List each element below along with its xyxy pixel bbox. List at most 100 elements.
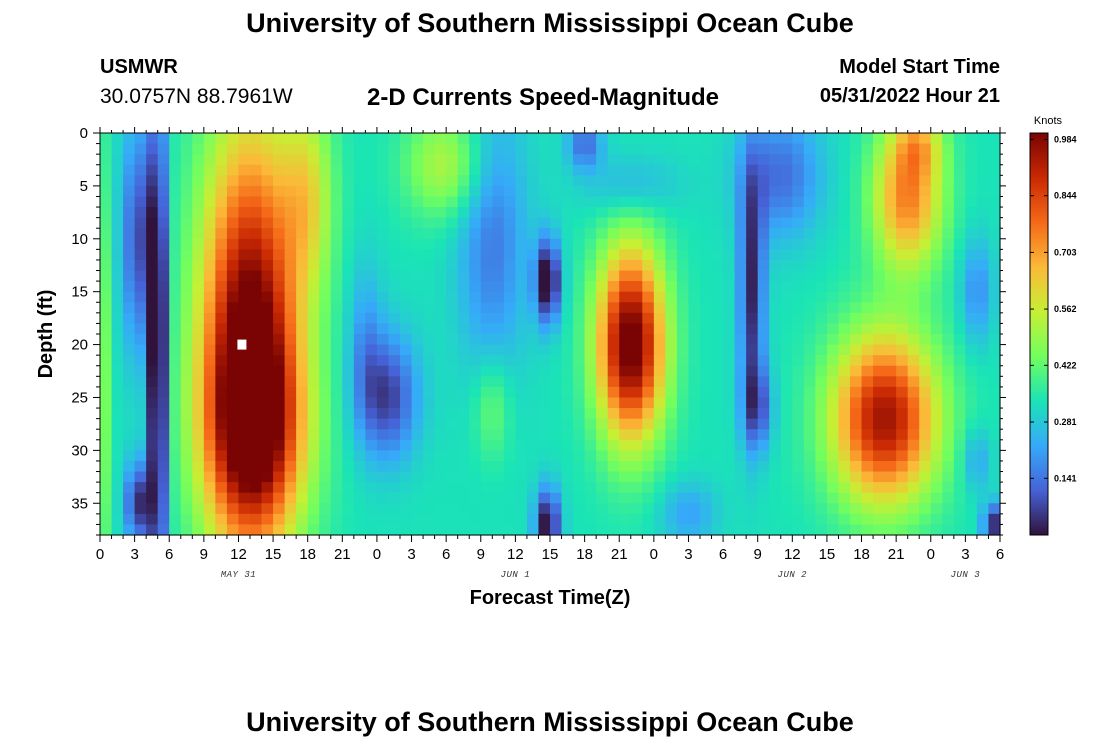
heatmap-cell: [988, 450, 1001, 462]
heatmap-cell: [342, 259, 355, 272]
heatmap-cell: [561, 207, 574, 219]
heatmap-cell: [757, 249, 770, 261]
heatmap-cell: [400, 175, 413, 187]
heatmap-cell: [896, 291, 909, 303]
heatmap-cell: [688, 524, 701, 536]
heatmap-cell: [250, 524, 263, 536]
heatmap-cell: [134, 386, 147, 399]
heatmap-cell: [515, 450, 528, 462]
heatmap-cell: [803, 334, 816, 346]
heatmap-cell: [803, 154, 816, 166]
heatmap-cell: [157, 482, 170, 494]
heatmap-cell: [734, 207, 747, 219]
heatmap-cell: [169, 175, 182, 187]
heatmap-cell: [826, 259, 840, 272]
heatmap-cell: [850, 323, 863, 335]
heatmap-cell: [757, 408, 770, 420]
heatmap-cell: [238, 281, 251, 293]
heatmap-cell: [665, 259, 678, 272]
heatmap-cell: [953, 524, 966, 536]
heatmap-cell: [400, 228, 413, 240]
heatmap-cell: [296, 344, 309, 356]
heatmap-cell: [653, 429, 666, 441]
heatmap-cell: [296, 492, 309, 504]
heatmap-cell: [561, 460, 574, 473]
heatmap-cell: [653, 386, 666, 399]
heatmap-cell: [503, 355, 516, 367]
heatmap-cell: [734, 386, 747, 399]
heatmap-cell: [169, 450, 182, 462]
heatmap-cell: [111, 344, 124, 356]
heatmap-cell: [757, 376, 770, 388]
heatmap-cell: [273, 270, 286, 282]
heatmap-cell: [446, 471, 459, 483]
heatmap-cell: [642, 471, 655, 483]
heatmap-cell: [584, 482, 597, 494]
heatmap-cell: [284, 460, 297, 473]
heatmap-cell: [734, 439, 747, 451]
heatmap-cell: [584, 524, 597, 536]
heatmap-cell: [423, 376, 436, 388]
heatmap-cell: [988, 270, 1001, 282]
heatmap-cell: [215, 355, 228, 367]
heatmap-cell: [238, 492, 251, 504]
heatmap-cell: [423, 418, 436, 430]
heatmap-cell: [538, 460, 551, 473]
heatmap-cell: [642, 291, 655, 303]
heatmap-cell: [792, 228, 805, 240]
heatmap-cell: [896, 207, 909, 219]
heatmap-cell: [630, 143, 643, 155]
heatmap-cell: [423, 175, 436, 187]
heatmap-cell: [192, 355, 205, 367]
heatmap-cell: [215, 397, 228, 409]
heatmap-cell: [123, 185, 136, 198]
heatmap-cell: [307, 207, 320, 219]
heatmap-cell: [838, 365, 851, 377]
heatmap-cell: [226, 259, 240, 272]
heatmap-cell: [203, 281, 216, 293]
heatmap-cell: [942, 238, 955, 250]
heatmap-cell: [734, 175, 747, 187]
heatmap-cell: [550, 524, 563, 536]
heatmap-cell: [284, 492, 297, 504]
heatmap-cell: [988, 291, 1001, 303]
heatmap-cell: [515, 323, 528, 335]
heatmap-cell: [550, 312, 563, 325]
heatmap-cell: [296, 238, 309, 250]
heatmap-cell: [157, 228, 170, 240]
heatmap-cell: [319, 196, 332, 208]
heatmap-cell: [400, 291, 413, 303]
heatmap-cell: [526, 164, 540, 176]
heatmap-cell: [688, 143, 701, 155]
heatmap-cell: [757, 365, 770, 377]
heatmap-cell: [976, 196, 990, 208]
heatmap-cell: [273, 355, 286, 367]
heatmap-cell: [688, 386, 701, 399]
heatmap-cell: [111, 450, 124, 462]
heatmap-cell: [457, 270, 470, 282]
heatmap-cell: [319, 397, 332, 409]
heatmap-cell: [850, 154, 863, 166]
heatmap-cell: [965, 513, 978, 526]
heatmap-cell: [734, 270, 747, 282]
heatmap-cell: [492, 376, 505, 388]
heatmap-cell: [769, 302, 782, 314]
heatmap-cell: [538, 386, 551, 399]
heatmap-cell: [930, 397, 943, 409]
heatmap-cell: [353, 228, 366, 240]
heatmap-cell: [284, 513, 297, 526]
heatmap-cell: [526, 503, 540, 515]
heatmap-cell: [584, 270, 597, 282]
heatmap-cell: [376, 439, 390, 451]
heatmap-cell: [157, 439, 170, 451]
heatmap-cell: [123, 482, 136, 494]
heatmap-cell: [238, 217, 251, 229]
heatmap-cell: [780, 154, 793, 166]
heatmap-cell: [250, 143, 263, 155]
heatmap-cell: [653, 281, 666, 293]
heatmap-cell: [676, 334, 690, 346]
heatmap-cell: [665, 397, 678, 409]
heatmap-cell: [273, 503, 286, 515]
heatmap-cell: [296, 323, 309, 335]
heatmap-cell: [330, 460, 343, 473]
